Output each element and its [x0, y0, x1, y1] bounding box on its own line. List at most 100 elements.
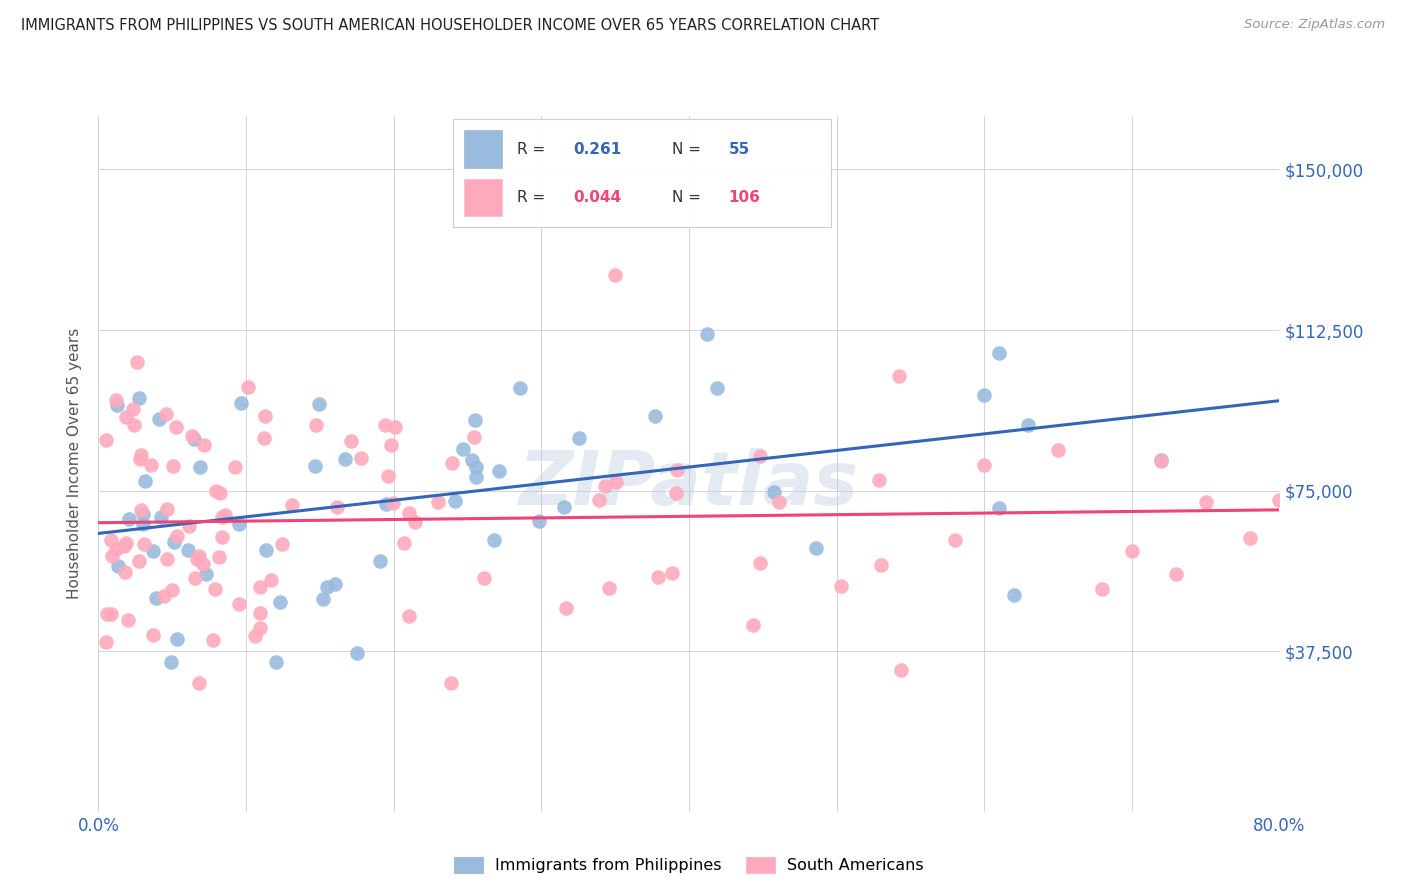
Text: 55: 55	[728, 142, 749, 157]
Point	[228, 517, 250, 532]
Point	[141, 458, 163, 473]
Text: 0.261: 0.261	[574, 142, 621, 157]
Point	[529, 515, 551, 529]
Point	[228, 597, 250, 611]
Point	[134, 537, 156, 551]
Point	[191, 557, 214, 571]
Point	[183, 571, 205, 585]
Point	[188, 459, 211, 474]
Point	[398, 506, 420, 520]
Point	[665, 485, 688, 500]
Point	[211, 530, 233, 544]
Point	[100, 549, 122, 563]
Point	[404, 515, 426, 529]
Point	[166, 529, 188, 543]
Point	[440, 456, 463, 470]
Point	[887, 368, 910, 383]
Point	[647, 570, 669, 584]
Point	[464, 470, 486, 484]
Text: IMMIGRANTS FROM PHILIPPINES VS SOUTH AMERICAN HOUSEHOLDER INCOME OVER 65 YEARS C: IMMIGRANTS FROM PHILIPPINES VS SOUTH AME…	[21, 18, 879, 33]
Point	[128, 452, 150, 467]
Point	[94, 434, 117, 448]
Point	[465, 459, 488, 474]
Point	[162, 458, 184, 473]
Point	[129, 448, 152, 462]
Point	[890, 664, 912, 678]
Point	[381, 496, 404, 510]
Point	[451, 442, 474, 457]
Point	[1150, 454, 1173, 468]
Point	[165, 420, 187, 434]
Point	[122, 401, 145, 416]
Point	[374, 418, 396, 433]
Bar	[464, 130, 502, 168]
Point	[107, 398, 129, 412]
Point	[333, 452, 356, 467]
Point	[308, 397, 330, 411]
Bar	[464, 178, 502, 217]
Point	[129, 502, 152, 516]
Point	[128, 554, 150, 568]
Point	[134, 475, 156, 489]
Point	[869, 558, 891, 572]
Point	[271, 537, 294, 551]
Point	[384, 420, 406, 434]
Point	[177, 543, 200, 558]
Point	[1002, 588, 1025, 602]
Point	[973, 458, 995, 473]
Point	[156, 501, 179, 516]
Point	[211, 509, 233, 524]
Point	[188, 549, 211, 564]
Point	[464, 413, 486, 427]
Point	[249, 580, 271, 594]
Point	[316, 580, 339, 594]
Point	[117, 613, 139, 627]
Point	[177, 519, 200, 533]
Point	[249, 606, 271, 620]
Point	[463, 429, 485, 443]
Point	[160, 655, 183, 669]
Point	[229, 396, 252, 410]
Point	[696, 326, 718, 341]
Point	[325, 500, 347, 514]
Point	[153, 589, 176, 603]
Point	[209, 486, 232, 500]
Point	[188, 676, 211, 690]
Point	[253, 409, 276, 424]
Point	[115, 535, 138, 549]
Point	[100, 533, 122, 547]
Point	[249, 621, 271, 635]
Point	[605, 475, 627, 490]
Point	[166, 632, 188, 646]
Y-axis label: Householder Income Over 65 years: Householder Income Over 65 years	[67, 328, 83, 599]
Point	[114, 565, 136, 579]
Point	[259, 573, 281, 587]
Point	[142, 628, 165, 642]
Point	[243, 629, 266, 643]
Point	[1046, 443, 1069, 458]
Point	[236, 380, 259, 394]
Point	[118, 511, 141, 525]
Point	[142, 544, 165, 558]
Point	[96, 634, 118, 648]
Point	[742, 617, 765, 632]
Point	[377, 469, 399, 483]
Point	[440, 676, 463, 690]
Point	[804, 541, 827, 555]
Point	[375, 497, 398, 511]
Point	[131, 516, 153, 531]
Point	[107, 558, 129, 573]
Point	[112, 539, 135, 553]
Point	[193, 438, 215, 452]
Point	[339, 434, 361, 448]
Point	[208, 549, 231, 564]
Point	[706, 381, 728, 395]
Point	[598, 582, 620, 596]
Point	[1091, 582, 1114, 597]
Point	[96, 607, 118, 621]
Point	[224, 459, 246, 474]
Point	[214, 508, 236, 522]
Point	[163, 535, 186, 549]
Point	[427, 495, 450, 509]
Point	[443, 494, 465, 508]
